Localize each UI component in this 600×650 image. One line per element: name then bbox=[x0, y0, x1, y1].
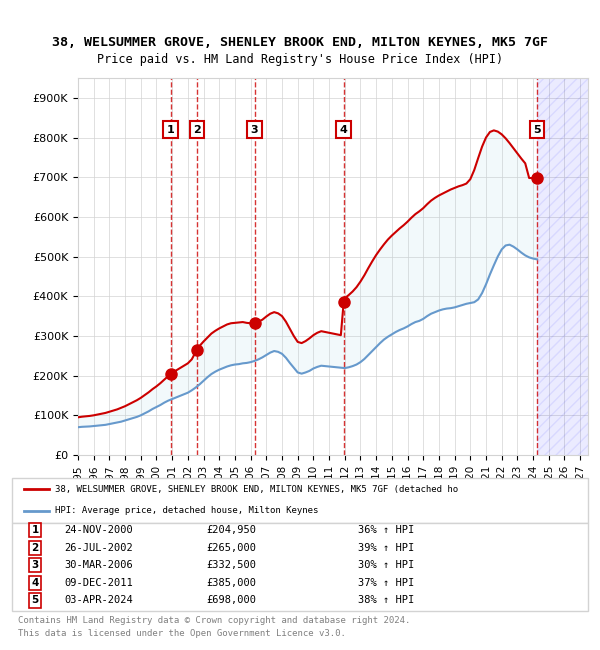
FancyBboxPatch shape bbox=[12, 478, 588, 523]
Text: 38, WELSUMMER GROVE, SHENLEY BROOK END, MILTON KEYNES, MK5 7GF (detached ho: 38, WELSUMMER GROVE, SHENLEY BROOK END, … bbox=[55, 485, 458, 493]
Text: 30% ↑ HPI: 30% ↑ HPI bbox=[358, 560, 414, 570]
Text: 09-DEC-2011: 09-DEC-2011 bbox=[64, 578, 133, 588]
Text: 1: 1 bbox=[167, 125, 175, 135]
Text: £332,500: £332,500 bbox=[206, 560, 256, 570]
Bar bbox=[537, 78, 588, 455]
Text: £265,000: £265,000 bbox=[206, 543, 256, 552]
Text: 5: 5 bbox=[31, 595, 38, 605]
Text: Price paid vs. HM Land Registry's House Price Index (HPI): Price paid vs. HM Land Registry's House … bbox=[97, 53, 503, 66]
Text: 39% ↑ HPI: 39% ↑ HPI bbox=[358, 543, 414, 552]
Text: 38, WELSUMMER GROVE, SHENLEY BROOK END, MILTON KEYNES, MK5 7GF: 38, WELSUMMER GROVE, SHENLEY BROOK END, … bbox=[52, 36, 548, 49]
Text: HPI: Average price, detached house, Milton Keynes: HPI: Average price, detached house, Milt… bbox=[55, 506, 319, 515]
Text: 37% ↑ HPI: 37% ↑ HPI bbox=[358, 578, 414, 588]
Text: 5: 5 bbox=[533, 125, 541, 135]
Text: 4: 4 bbox=[340, 125, 347, 135]
Text: 2: 2 bbox=[193, 125, 200, 135]
Text: 3: 3 bbox=[251, 125, 259, 135]
Text: Contains HM Land Registry data © Crown copyright and database right 2024.: Contains HM Land Registry data © Crown c… bbox=[18, 616, 410, 625]
Text: £204,950: £204,950 bbox=[206, 525, 256, 535]
Text: 24-NOV-2000: 24-NOV-2000 bbox=[64, 525, 133, 535]
Text: 4: 4 bbox=[31, 578, 39, 588]
Text: 3: 3 bbox=[31, 560, 38, 570]
Text: 03-APR-2024: 03-APR-2024 bbox=[64, 595, 133, 605]
Text: 1: 1 bbox=[31, 525, 38, 535]
Text: 38% ↑ HPI: 38% ↑ HPI bbox=[358, 595, 414, 605]
Text: 2: 2 bbox=[31, 543, 38, 552]
Text: 26-JUL-2002: 26-JUL-2002 bbox=[64, 543, 133, 552]
Text: £385,000: £385,000 bbox=[206, 578, 256, 588]
Text: This data is licensed under the Open Government Licence v3.0.: This data is licensed under the Open Gov… bbox=[18, 629, 346, 638]
Text: 30-MAR-2006: 30-MAR-2006 bbox=[64, 560, 133, 570]
Text: 36% ↑ HPI: 36% ↑ HPI bbox=[358, 525, 414, 535]
Text: £698,000: £698,000 bbox=[206, 595, 256, 605]
FancyBboxPatch shape bbox=[12, 523, 588, 611]
